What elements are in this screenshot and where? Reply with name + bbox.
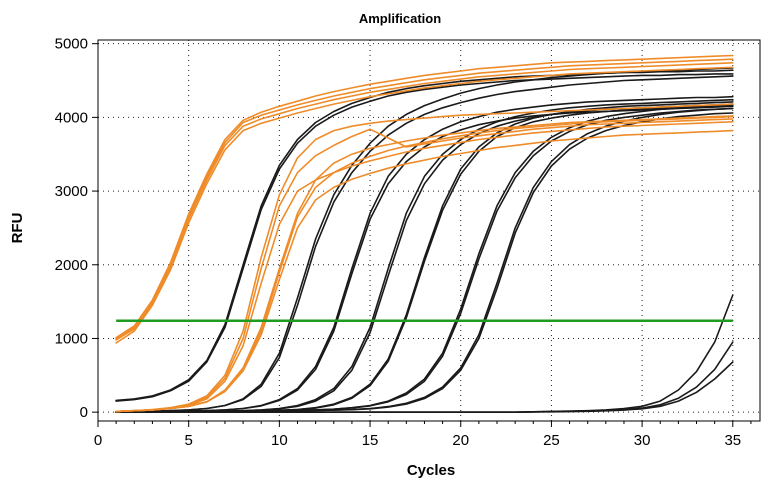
standard-curve-4 xyxy=(115,66,734,344)
standard-curve-3 xyxy=(115,54,734,339)
plot-frame xyxy=(97,39,761,422)
curve-layer xyxy=(115,54,734,414)
standard-curve-2 xyxy=(115,58,734,340)
tick-layer: 0 5 10 15 20 25 30 35 0 1000 2000 3000 4000 5000 xyxy=(55,36,752,449)
sample-curve-27 xyxy=(115,361,734,414)
y-tick-label: 2000 xyxy=(55,257,88,274)
x-tick-label: 5 xyxy=(185,432,193,449)
sample-curve-14 xyxy=(115,75,734,413)
y-tick-label: 5000 xyxy=(55,36,88,53)
standard-curve-6 xyxy=(115,118,734,413)
standard-curve-1 xyxy=(115,61,734,341)
x-tick-label: 0 xyxy=(94,432,102,449)
standard-curve-7 xyxy=(115,103,734,413)
x-tick-label: 35 xyxy=(724,432,741,449)
chart-title: Amplification xyxy=(359,11,441,26)
x-tick-label: 20 xyxy=(452,432,469,449)
y-tick-label: 4000 xyxy=(55,109,88,126)
sample-curve-11 xyxy=(115,73,734,402)
x-tick-label: 15 xyxy=(362,432,379,449)
standard-curve-10 xyxy=(115,115,734,413)
standard-curve-5 xyxy=(115,121,734,413)
y-tick-label: 3000 xyxy=(55,183,88,200)
x-tick-label: 10 xyxy=(271,432,288,449)
y-tick-label: 1000 xyxy=(55,330,88,347)
x-tick-label: 30 xyxy=(634,432,651,449)
x-tick-label: 25 xyxy=(543,432,560,449)
y-tick-label: 0 xyxy=(80,404,88,421)
y-axis-label: RFU xyxy=(9,213,26,244)
x-axis-label: Cycles xyxy=(407,462,455,479)
